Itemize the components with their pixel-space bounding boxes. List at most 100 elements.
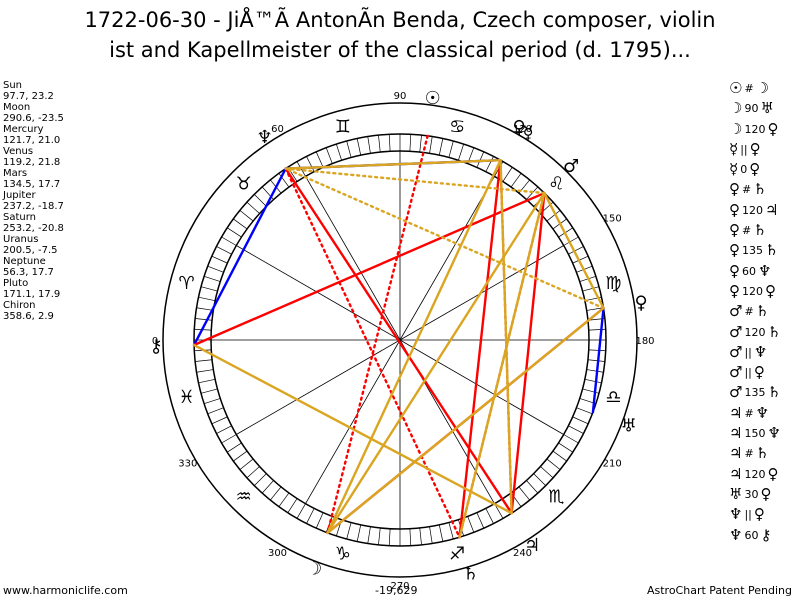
planet-glyph: ♃ (729, 464, 743, 483)
aspect-line (543, 191, 605, 310)
degree-tick (198, 378, 216, 384)
planet-coordinates: 290.6, -23.5 (3, 113, 64, 124)
degree-tick (388, 134, 391, 152)
planet-glyph: ♆ (753, 342, 768, 361)
degree-label: 150 (603, 214, 622, 225)
degree-tick (467, 516, 475, 533)
aspect-operator: 120 (744, 122, 766, 136)
degree-tick (546, 458, 561, 470)
degree-tick (211, 255, 228, 264)
planet-glyph: ♀ (767, 119, 779, 138)
aspect-operator: 120 (742, 203, 763, 217)
degree-tick (200, 286, 218, 292)
planet-name: Saturn (3, 212, 37, 223)
aspect-row: ♆ || ♀ (729, 504, 799, 524)
aspect-row: ♃ # ♆ (729, 403, 799, 423)
degree-tick (221, 236, 237, 246)
degree-label: 330 (178, 459, 197, 470)
degree-tick (419, 135, 422, 153)
planet-glyph: ♀ (749, 139, 761, 158)
aspect-row: ♂ # ♄ (729, 301, 799, 321)
degree-tick (270, 486, 282, 501)
aspect-line (192, 191, 546, 347)
planet-name: Venus (3, 146, 34, 157)
aspect-operator: || (744, 508, 752, 522)
degree-label: 300 (268, 548, 287, 559)
degree-tick (429, 526, 433, 544)
zodiac-sign-glyph: ♉ (236, 174, 252, 195)
aspect-row: ♀ 135 ♄ (729, 240, 799, 260)
aspect-row: ♂ || ♆ (729, 342, 799, 362)
degree-tick (388, 528, 391, 546)
degree-tick (429, 136, 433, 154)
degree-tick (409, 528, 412, 546)
degree-tick (533, 473, 546, 486)
planet-name: Mars (3, 168, 28, 179)
aspect-row: ♀ 120 ♃ (729, 200, 799, 220)
degree-label: 240 (513, 548, 532, 559)
aspect-row: ♀ # ♄ (729, 220, 799, 240)
degree-label: 0 (152, 336, 158, 347)
planet-glyph: ♀ (729, 200, 740, 219)
aspect-row: ♂ 120 ♄ (729, 322, 799, 342)
degree-tick (203, 398, 221, 404)
degree-tick (246, 466, 260, 479)
degree-tick (476, 151, 485, 168)
neptune-glyph: ♆ (257, 127, 273, 148)
degree-tick (584, 378, 602, 384)
aspect-row: ♀ 120 ♀ (729, 281, 799, 301)
aspect-row: ♃ 150 ♆ (729, 423, 799, 443)
degree-tick (221, 434, 237, 444)
planet-glyph: ☽ (729, 119, 743, 138)
degree-tick (346, 140, 352, 158)
degree-tick (586, 307, 604, 311)
aspect-line (192, 343, 513, 515)
degree-tick (378, 135, 381, 153)
aspect-line (284, 167, 605, 310)
planet-coordinates: 237.2, -18.7 (3, 201, 64, 212)
aspect-operator: || (740, 142, 748, 156)
planet-glyph: ♀ (729, 241, 740, 260)
planet-glyph: ♀ (753, 363, 765, 382)
degree-tick (458, 143, 464, 161)
aspect-line (326, 306, 605, 535)
planet-coordinates: 171.1, 17.9 (3, 289, 61, 300)
zodiac-sign-glyph: ♍ (605, 273, 621, 294)
planet-glyph: ☽ (729, 99, 743, 118)
planet-glyph: ♆ (729, 525, 743, 544)
degree-tick (552, 450, 567, 462)
planet-glyph: ♄ (753, 221, 767, 240)
planet-glyph: ♂ (729, 383, 743, 402)
degree-tick (586, 369, 604, 373)
planet-glyph: ♀ (765, 281, 776, 300)
degree-tick (356, 138, 362, 156)
planet-glyph: ♄ (765, 241, 779, 260)
planet-glyph: ♂ (729, 302, 743, 321)
planet-coordinates: 121.7, 21.0 (3, 135, 61, 146)
degree-tick (568, 425, 584, 434)
degree-tick (526, 186, 539, 200)
chiron-glyph: ⚷ (149, 336, 162, 357)
planet-glyph: ♃ (729, 444, 743, 463)
planet-glyph: ⚷ (760, 525, 772, 544)
mars-glyph: ♂ (563, 156, 579, 177)
chart-value: -19,629 (375, 584, 418, 597)
degree-tick (306, 508, 315, 524)
jupiter-glyph: ♃ (524, 535, 540, 556)
aspect-row: ♃ 120 ♀ (729, 464, 799, 484)
degree-tick (510, 173, 522, 188)
degree-tick (261, 480, 274, 494)
aspect-row: ♀ 60 ♆ (729, 261, 799, 281)
degree-tick (325, 147, 333, 164)
planet-glyph: ☿ (729, 160, 739, 179)
aspect-row: ♂ || ♀ (729, 362, 799, 382)
planet-coordinates: 119.2, 21.8 (3, 157, 61, 168)
chart-title-line-1: 1722-06-30 - JiÅ™Ã AntonÃn Benda, Czech … (84, 8, 716, 32)
website-link[interactable]: www.harmoniclife.com (3, 584, 128, 597)
mercury-glyph: ☿ (523, 122, 534, 143)
planet-glyph: ☉ (729, 79, 743, 97)
aspect-operator: 60 (744, 528, 759, 542)
degree-tick (378, 527, 381, 545)
degree-tick (558, 442, 573, 453)
planet-glyph: ♀ (767, 464, 779, 483)
